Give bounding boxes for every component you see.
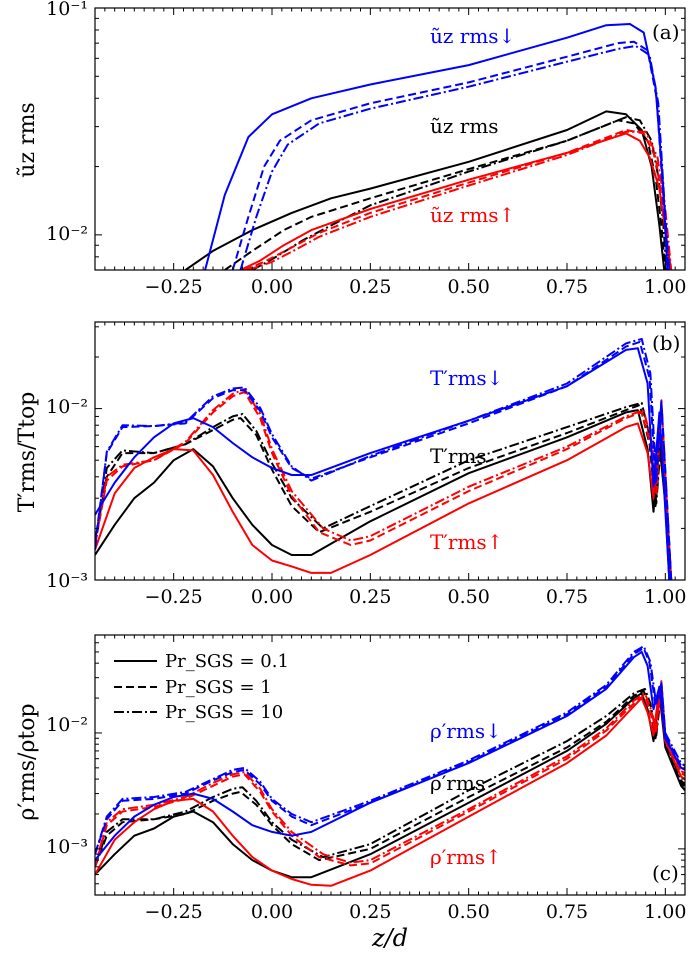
x-tick-label: 0.50 xyxy=(448,586,490,608)
series-mean-solid xyxy=(184,110,666,270)
series-up-solid xyxy=(240,132,673,270)
panel-c-xticks: −0.25 0.00 0.25 0.50 0.75 1.00 xyxy=(94,634,686,923)
panel-c-ytick-bottom: 10⁻³ xyxy=(46,836,88,858)
panel-a-xticks: −0.25 0.00 0.25 0.50 0.75 1.00 xyxy=(94,7,686,298)
panel-a-ytick-bottom: 10⁻² xyxy=(46,223,88,245)
panel-c-series xyxy=(95,645,685,887)
series-up-dashdot xyxy=(95,680,685,868)
series-mean-dashdot xyxy=(95,687,685,868)
series-up-solid xyxy=(95,419,671,580)
annotation-T-up: T′rms↑ xyxy=(430,530,503,554)
panel-a: ũz rms 10⁻¹ 10⁻² −0.25 0.00 0.25 0.50 0.75 1.… xyxy=(15,0,686,298)
panel-b-series xyxy=(95,337,673,580)
panel-a-series xyxy=(184,23,673,270)
series-mean-dashed xyxy=(95,404,673,580)
series-up-dashdot xyxy=(248,130,673,270)
series-mean-dashdot xyxy=(95,401,673,580)
annotation-T-mean: T′rms xyxy=(430,444,487,468)
series-down-dashed xyxy=(95,340,673,580)
panel-c-ytick-top: 10⁻² xyxy=(46,714,88,736)
x-tick-label: 0.50 xyxy=(448,901,490,923)
panel-b-label: (b) xyxy=(652,331,680,355)
series-up-solid xyxy=(95,685,685,887)
panel-b-ytick-top: 10⁻² xyxy=(46,396,88,418)
series-up-dashed xyxy=(244,129,672,270)
series-down-dashdot xyxy=(239,45,671,270)
series-up-dashdot xyxy=(95,388,673,580)
panel-a-frame xyxy=(94,7,686,271)
panel-c-frame xyxy=(94,634,686,896)
x-tick-label: −0.25 xyxy=(145,276,203,298)
panel-c-ylabel: ρ′rms/ρtop xyxy=(15,703,40,820)
annotation-rho-mean: ρ′rms xyxy=(430,771,485,795)
x-tick-label: −0.25 xyxy=(145,586,203,608)
x-tick-label: 0.50 xyxy=(448,276,490,298)
panel-c-label: (c) xyxy=(652,861,679,885)
annotation-uz-up: ũz rms↑ xyxy=(430,203,515,227)
x-tick-label: 1.00 xyxy=(644,276,686,298)
annotation-T-down: T′rms↓ xyxy=(430,366,503,390)
panel-b: T′rms/Ttop 10⁻² 10⁻³ −0.25 0.00 0.25 0.50 0.… xyxy=(15,321,686,608)
x-tick-label: 0.25 xyxy=(349,586,391,608)
legend: Pr_SGS = 0.1 Pr_SGS = 1 Pr_SGS = 10 xyxy=(114,651,289,723)
x-tick-label: 1.00 xyxy=(644,586,686,608)
annotation-uz-down: ũz rms↓ xyxy=(430,24,515,48)
annotation-uz-mean: ũz rms xyxy=(430,114,499,138)
panel-c: ρ′rms/ρtop 10⁻² 10⁻³ −0.25 0.00 0.25 0.50 0.… xyxy=(15,634,686,923)
legend-label-2: Pr_SGS = 10 xyxy=(165,702,283,723)
annotation-rho-up: ρ′rms↑ xyxy=(430,845,502,869)
series-down-solid xyxy=(204,23,669,270)
panel-b-ytick-bottom: 10⁻³ xyxy=(46,570,88,592)
x-tick-label: 0.00 xyxy=(251,901,293,923)
x-tick-label: 0.25 xyxy=(349,901,391,923)
series-mean-solid xyxy=(95,409,671,580)
x-tick-label: 0.25 xyxy=(349,276,391,298)
series-down-dashed xyxy=(231,40,670,270)
legend-label-0: Pr_SGS = 0.1 xyxy=(165,651,289,672)
panel-a-ytick-top: 10⁻¹ xyxy=(46,0,88,20)
legend-label-1: Pr_SGS = 1 xyxy=(165,677,272,698)
panel-b-xticks: −0.25 0.00 0.25 0.50 0.75 1.00 xyxy=(94,322,686,608)
x-tick-label: 0.75 xyxy=(546,276,588,298)
x-tick-label: −0.25 xyxy=(145,901,203,923)
series-down-dashdot xyxy=(95,337,673,580)
annotation-rho-down: ρ′rms↓ xyxy=(430,719,502,743)
panel-a-ylabel: ũz rms xyxy=(15,102,40,177)
series-mean-dashdot xyxy=(251,116,668,270)
series-up-dashed xyxy=(95,682,685,868)
x-tick-label: 0.00 xyxy=(251,276,293,298)
x-tick-label: 0.75 xyxy=(546,901,588,923)
series-down-dashdot xyxy=(95,645,685,855)
panel-a-label: (a) xyxy=(652,20,680,44)
series-down-solid xyxy=(95,347,671,580)
x-tick-label: 1.00 xyxy=(644,901,686,923)
x-tick-label: 0.75 xyxy=(546,586,588,608)
panel-b-ylabel: T′rms/Ttop xyxy=(15,392,40,513)
series-down-solid xyxy=(95,650,685,861)
x-axis-label: z/d xyxy=(371,924,408,952)
x-tick-label: 0.00 xyxy=(251,586,293,608)
panel-b-frame xyxy=(94,321,686,581)
